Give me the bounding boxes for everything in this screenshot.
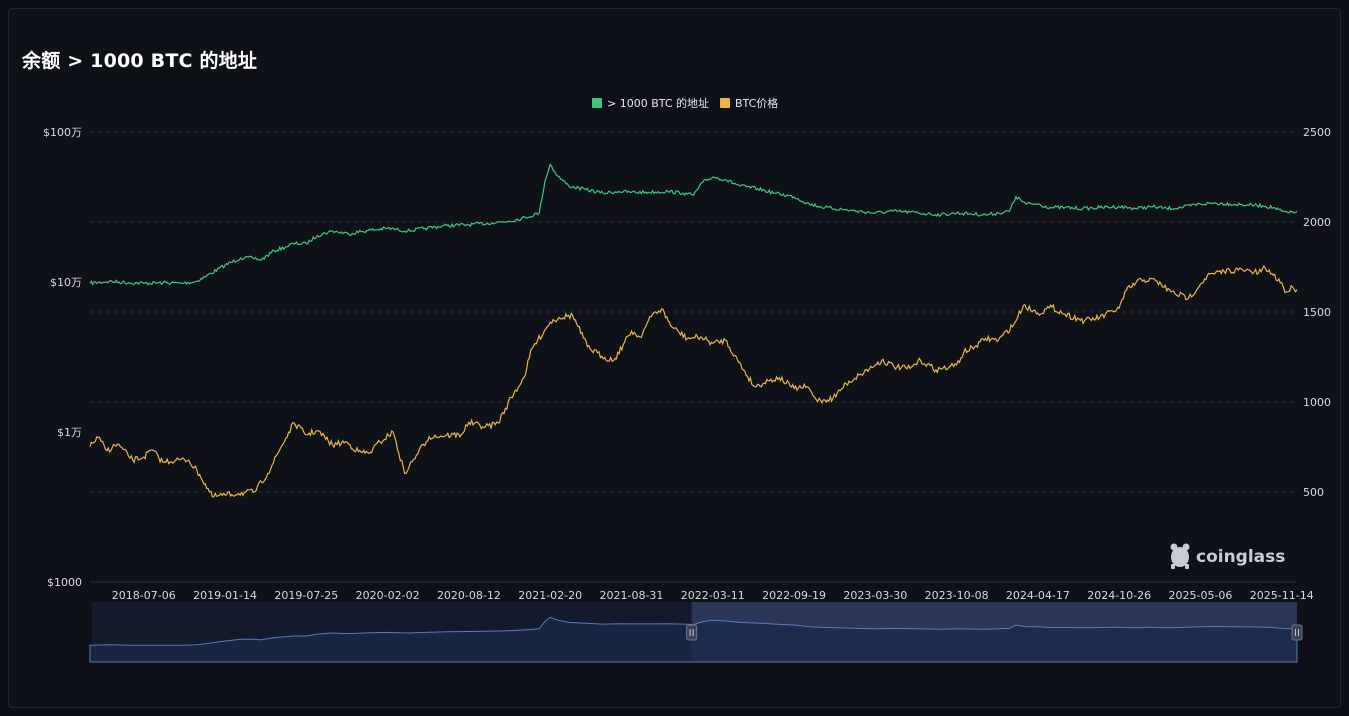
navigator-handle-left[interactable]	[686, 624, 698, 641]
y-right-tick-label: 1500	[1303, 306, 1331, 319]
y-axis-left: $100万 $10万 $1万 $1000	[43, 126, 82, 589]
legend-label-btc-price[interactable]: BTC价格	[735, 96, 778, 110]
y-left-tick-label: $10万	[50, 276, 82, 289]
x-tick-label: 2025-05-06	[1169, 589, 1233, 602]
navigator-handle-right[interactable]	[1291, 624, 1303, 641]
x-tick-label: 2023-03-30	[843, 589, 907, 602]
coinglass-logo: coinglass	[1170, 543, 1285, 569]
x-tick-label: 2020-02-02	[356, 589, 420, 602]
y-right-tick-label: 1000	[1303, 396, 1331, 409]
x-tick-label: 2024-04-17	[1006, 589, 1070, 602]
legend-label-addresses[interactable]: > 1000 BTC 的地址	[607, 96, 709, 110]
range-navigator[interactable]	[89, 602, 1303, 663]
x-tick-label: 2019-07-25	[274, 589, 338, 602]
x-axis: 2018-07-06 2019-01-14 2019-07-25 2020-02-02…	[112, 589, 1314, 602]
x-tick-label: 2021-08-31	[600, 589, 664, 602]
series-line-addresses	[89, 163, 1298, 286]
x-tick-label: 2022-09-19	[762, 589, 826, 602]
x-tick-label: 2018-07-06	[112, 589, 176, 602]
y-left-tick-label: $100万	[43, 126, 82, 139]
x-tick-label: 2024-10-26	[1087, 589, 1151, 602]
y-axis-right: 2500 2000 1500 1000 500	[1303, 126, 1331, 499]
x-tick-label: 2021-02-20	[518, 589, 582, 602]
page-title: 余额 > 1000 BTC 的地址	[22, 50, 258, 72]
y-left-tick-label: $1万	[57, 426, 82, 439]
x-tick-label: 2020-08-12	[437, 589, 501, 602]
x-tick-label: 2025-11-14	[1250, 589, 1314, 602]
y-right-tick-label: 2000	[1303, 216, 1331, 229]
x-tick-label: 2019-01-14	[193, 589, 257, 602]
gridlines	[90, 131, 1297, 583]
y-right-tick-label: 2500	[1303, 126, 1331, 139]
legend-swatch-btc-price[interactable]	[720, 98, 730, 108]
frog-icon	[1170, 543, 1190, 569]
y-right-tick-label: 500	[1303, 486, 1324, 499]
legend-swatch-addresses[interactable]	[592, 98, 602, 108]
x-tick-label: 2022-03-11	[681, 589, 745, 602]
legend[interactable]: > 1000 BTC 的地址 BTC价格	[592, 96, 778, 110]
y-left-tick-label: $1000	[47, 576, 82, 589]
watermark-text: coinglass	[1196, 547, 1285, 567]
chart-panel	[8, 8, 1341, 708]
x-tick-label: 2023-10-08	[925, 589, 989, 602]
series-line-btc-price	[89, 264, 1298, 498]
